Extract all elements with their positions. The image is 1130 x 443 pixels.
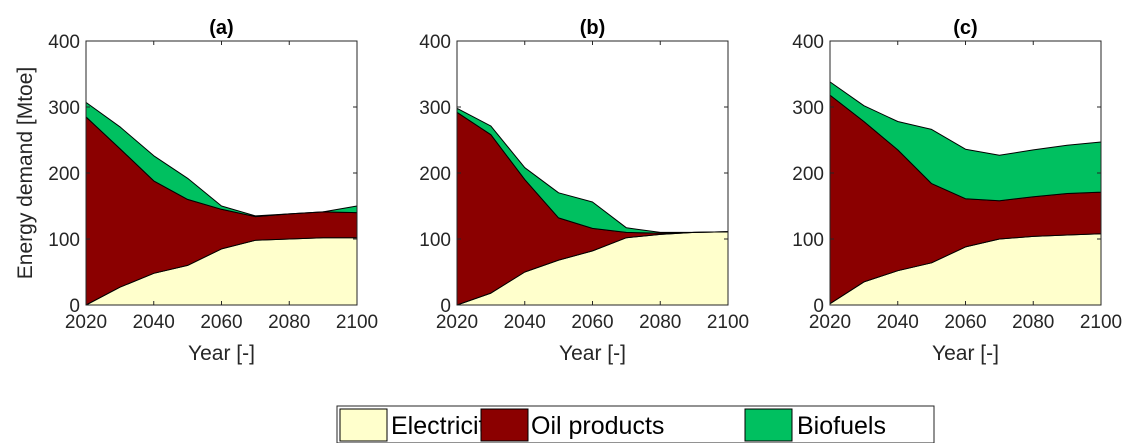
y-tick-label: 300 <box>792 98 824 119</box>
y-tick-label: 0 <box>440 296 451 317</box>
y-tick-label: 100 <box>419 230 451 251</box>
x-tick-label: 2100 <box>336 312 378 333</box>
y-tick-label: 300 <box>48 98 80 119</box>
legend-item: Electricity <box>339 408 498 442</box>
x-tick-label: 2100 <box>1080 312 1122 333</box>
x-tick-label: 2040 <box>504 312 546 333</box>
panel-title: (b) <box>580 17 606 39</box>
y-axis-title: Energy demand [Mtoe] <box>14 67 37 279</box>
legend-swatch <box>480 408 529 442</box>
x-axis-title: Year [-] <box>932 342 999 365</box>
x-tick-label: 2020 <box>436 312 478 333</box>
panel-2: 2020 2040 2060 2080 2100 0 100 200 300 400 (b) Year… <box>419 17 749 365</box>
chart-panels: 2020 2040 2060 2080 2100 0 100 200 300 400 (a) Year… <box>48 17 1122 365</box>
legend-item: Biofuels <box>744 408 886 442</box>
x-tick-label: 2020 <box>65 312 107 333</box>
y-tick-label: 300 <box>419 98 451 119</box>
y-tick-label: 400 <box>792 32 824 53</box>
legend-label: Biofuels <box>797 412 886 440</box>
area-biofuels <box>456 107 729 234</box>
x-tick-label: 2080 <box>1012 312 1054 333</box>
x-axis-title: Year [-] <box>188 342 255 365</box>
y-tick-label: 400 <box>419 32 451 53</box>
y-tick-label: 0 <box>813 296 824 317</box>
panel-title: (c) <box>953 17 977 39</box>
legend-swatch <box>339 408 388 442</box>
y-tick-label: 400 <box>48 32 80 53</box>
x-tick-label: 2080 <box>268 312 310 333</box>
legend: Electricity Oil products Biofuels <box>336 405 935 443</box>
y-tick-label: 200 <box>419 164 451 185</box>
y-tick-label: 100 <box>792 230 824 251</box>
panel-1: 2020 2040 2060 2080 2100 0 100 200 300 400 (a) Year… <box>48 17 378 365</box>
legend-label: Oil products <box>531 412 664 440</box>
legend-box <box>336 405 935 443</box>
x-tick-label: 2040 <box>877 312 919 333</box>
x-tick-label: 2060 <box>200 312 242 333</box>
y-tick-label: 100 <box>48 230 80 251</box>
x-tick-label: 2100 <box>707 312 749 333</box>
x-tick-label: 2060 <box>944 312 986 333</box>
y-tick-label: 200 <box>48 164 80 185</box>
x-tick-label: 2060 <box>571 312 613 333</box>
x-tick-label: 2020 <box>809 312 851 333</box>
panel-title: (a) <box>209 17 233 39</box>
x-tick-label: 2080 <box>639 312 681 333</box>
y-tick-label: 200 <box>792 164 824 185</box>
legend-swatch <box>744 408 793 442</box>
x-tick-label: 2040 <box>133 312 175 333</box>
legend-item: Oil products <box>480 408 664 442</box>
panel-3: 2020 2040 2060 2080 2100 0 100 200 300 400 (c) Year… <box>792 17 1122 365</box>
y-tick-label: 0 <box>69 296 80 317</box>
x-axis-title: Year [-] <box>559 342 626 365</box>
